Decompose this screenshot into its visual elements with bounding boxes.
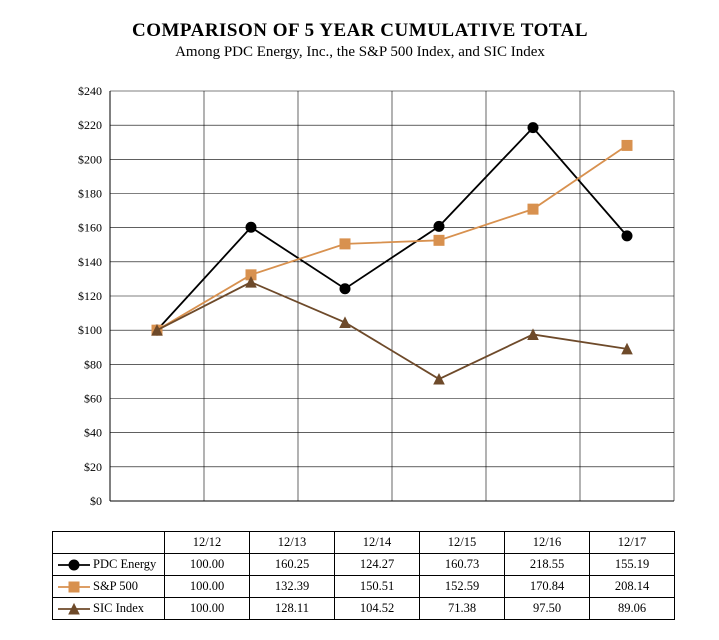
series-marker <box>340 317 350 327</box>
table-header: 12/17 <box>590 532 675 554</box>
table-row: SIC Index 100.00128.11104.5271.3897.5089.… <box>53 598 675 620</box>
chart-svg: $0 $20 $40 $60 $80 $100 $120 $140 $160 $180 $200 $2… <box>20 71 700 531</box>
table-cell: 124.27 <box>335 554 420 576</box>
table-cell: 160.25 <box>250 554 335 576</box>
table-cell: 150.51 <box>335 576 420 598</box>
series-marker <box>340 239 350 249</box>
data-table: 12/1212/1312/1412/1512/1612/17PDC Energy… <box>52 531 675 620</box>
table-header-row: 12/1212/1312/1412/1512/1612/17 <box>53 532 675 554</box>
series-marker <box>528 204 538 214</box>
series-marker <box>246 222 256 232</box>
table-cell: 160.73 <box>420 554 505 576</box>
table-cell: 218.55 <box>505 554 590 576</box>
y-tick-label: $80 <box>84 357 102 371</box>
series-marker <box>434 235 444 245</box>
y-tick-label: $220 <box>78 118 102 132</box>
y-tick-label: $140 <box>78 255 102 269</box>
series-label-text: PDC Energy <box>93 557 156 572</box>
series-legend-cell: SIC Index <box>53 598 165 620</box>
table-cell: 128.11 <box>250 598 335 620</box>
legend-swatch-icon <box>57 580 91 594</box>
table-header: 12/16 <box>505 532 590 554</box>
y-tick-label: $40 <box>84 426 102 440</box>
table-cell: 155.19 <box>590 554 675 576</box>
series-marker <box>622 140 632 150</box>
chart-subtitle: Among PDC Energy, Inc., the S&P 500 Inde… <box>20 44 700 61</box>
table-cell: 100.00 <box>165 576 250 598</box>
series-marker <box>528 123 538 133</box>
table-cell: 89.06 <box>590 598 675 620</box>
table-header: 12/12 <box>165 532 250 554</box>
series-label-text: S&P 500 <box>93 579 138 594</box>
series-legend-cell: PDC Energy <box>53 554 165 576</box>
table-cell: 100.00 <box>165 554 250 576</box>
table-header: 12/13 <box>250 532 335 554</box>
legend-swatch-icon <box>57 602 91 616</box>
y-tick-label: $200 <box>78 152 102 166</box>
table-cell: 170.84 <box>505 576 590 598</box>
table-row: S&P 500 100.00132.39150.51152.59170.84208… <box>53 576 675 598</box>
chart-title: COMPARISON OF 5 YEAR CUMULATIVE TOTAL <box>20 20 700 42</box>
series-marker <box>434 374 444 384</box>
table-header: 12/15 <box>420 532 505 554</box>
series-marker <box>340 284 350 294</box>
table-row: PDC Energy 100.00160.25124.27160.73218.55… <box>53 554 675 576</box>
table-cell: 208.14 <box>590 576 675 598</box>
y-tick-label: $160 <box>78 221 102 235</box>
table-cell: 132.39 <box>250 576 335 598</box>
table-cell: 152.59 <box>420 576 505 598</box>
table-header: 12/14 <box>335 532 420 554</box>
table-cell: 100.00 <box>165 598 250 620</box>
y-tick-label: $20 <box>84 460 102 474</box>
series-marker <box>622 231 632 241</box>
series-label-text: SIC Index <box>93 601 144 616</box>
table-cell: 97.50 <box>505 598 590 620</box>
y-tick-label: $120 <box>78 289 102 303</box>
y-tick-label: $180 <box>78 187 102 201</box>
y-tick-label: $60 <box>84 392 102 406</box>
chart-container: COMPARISON OF 5 YEAR CUMULATIVE TOTAL Am… <box>20 20 700 620</box>
series-legend-cell: S&P 500 <box>53 576 165 598</box>
table-cell: 104.52 <box>335 598 420 620</box>
line-chart: $0 $20 $40 $60 $80 $100 $120 $140 $160 $180 $200 $2… <box>20 71 700 531</box>
table-corner <box>53 532 165 554</box>
y-tick-label: $240 <box>78 84 102 98</box>
y-tick-label: $0 <box>90 494 102 508</box>
legend-swatch-icon <box>57 558 91 572</box>
series-marker <box>434 221 444 231</box>
table-cell: 71.38 <box>420 598 505 620</box>
y-tick-label: $100 <box>78 323 102 337</box>
